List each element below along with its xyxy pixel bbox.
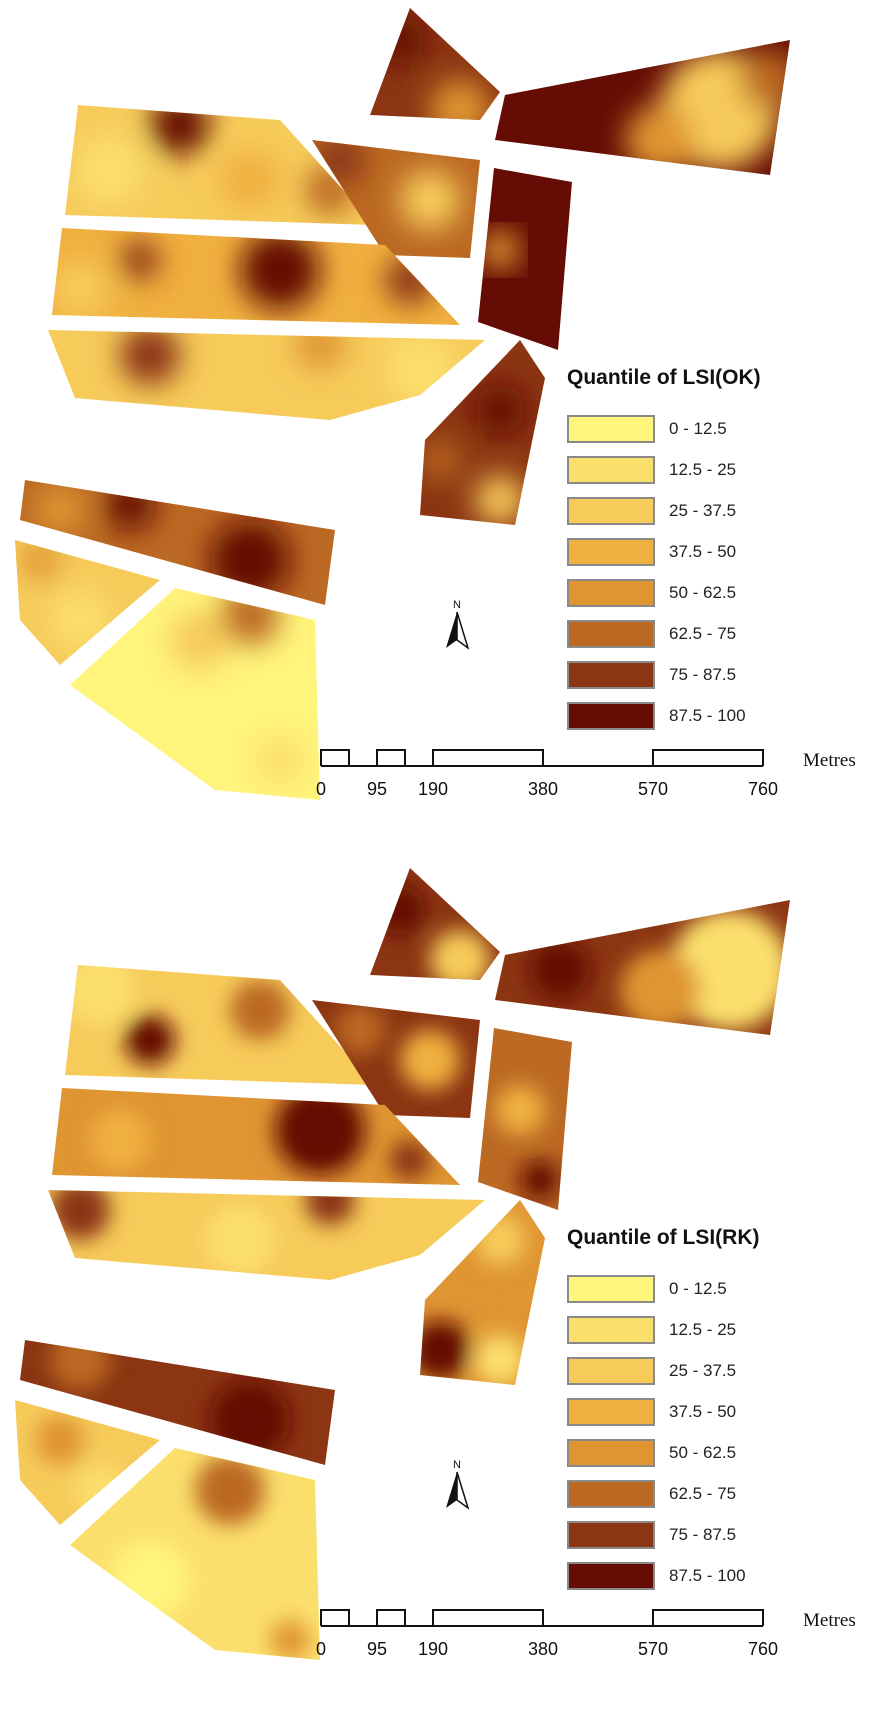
scale-unit: Metres <box>803 750 856 771</box>
lsi-rk-field-map <box>15 868 790 1660</box>
field-a <box>370 868 500 980</box>
scale-label: 190 <box>417 779 449 799</box>
scale-label: 570 <box>637 779 669 799</box>
legend-item: 75 - 87.5 <box>567 654 807 695</box>
legend-label: 62.5 - 75 <box>669 623 737 643</box>
legend-swatch <box>567 619 655 648</box>
north-arrow-icon: N <box>446 599 470 650</box>
legend-label: 62.5 - 75 <box>669 1483 737 1503</box>
legend-item: 12.5 - 25 <box>567 1309 807 1350</box>
legend-label: 12.5 - 25 <box>669 1319 737 1339</box>
legend-label: 37.5 - 50 <box>669 541 737 561</box>
legend-item: 37.5 - 50 <box>567 1391 807 1432</box>
legend-label: 0 - 12.5 <box>669 418 727 438</box>
legend: Quantile of LSI(RK) 0 - 12.5 12.5 - 25 2… <box>567 1226 807 1596</box>
legend-item: 25 - 37.5 <box>567 1350 807 1391</box>
north-label: N <box>453 599 461 611</box>
legend-item: 37.5 - 50 <box>567 531 807 572</box>
legend-item: 87.5 - 100 <box>567 1555 807 1596</box>
scale-label: 0 <box>315 1639 327 1659</box>
legend-label: 0 - 12.5 <box>669 1278 727 1298</box>
scale-label: 570 <box>637 1639 669 1659</box>
legend-swatch <box>567 537 655 566</box>
lsi-rk-map-panel: Quantile of LSI(RK) 0 - 12.5 12.5 - 25 2… <box>0 860 872 1690</box>
legend-label: 37.5 - 50 <box>669 1401 737 1421</box>
field-g <box>48 1190 485 1280</box>
legend-item: 50 - 62.5 <box>567 1432 807 1473</box>
scale-bar-graphic <box>320 1609 764 1627</box>
legend-item: 0 - 12.5 <box>567 1268 807 1309</box>
scale-label: 190 <box>417 1639 449 1659</box>
north-arrow-icon: N <box>446 1459 470 1510</box>
legend-swatch <box>567 1356 655 1385</box>
legend-item: 0 - 12.5 <box>567 408 807 449</box>
legend-label: 87.5 - 100 <box>669 705 746 725</box>
legend-item: 87.5 - 100 <box>567 695 807 736</box>
scale-label: 760 <box>747 779 779 799</box>
scale-bar-graphic <box>320 749 764 767</box>
legend-swatch <box>567 1397 655 1426</box>
legend-swatch <box>567 1561 655 1590</box>
field-f <box>52 1088 460 1185</box>
lsi-ok-map-panel: Quantile of LSI(OK) 0 - 12.5 12.5 - 25 2… <box>0 0 872 830</box>
legend-label: 87.5 - 100 <box>669 1565 746 1585</box>
legend-item: 50 - 62.5 <box>567 572 807 613</box>
field-e <box>478 168 572 350</box>
legend-swatch <box>567 660 655 689</box>
legend-swatch <box>567 414 655 443</box>
field-e <box>478 1028 572 1210</box>
legend-label: 50 - 62.5 <box>669 582 737 602</box>
legend-swatch <box>567 578 655 607</box>
legend-label: 50 - 62.5 <box>669 1442 737 1462</box>
legend-swatch <box>567 701 655 730</box>
legend-swatch <box>567 455 655 484</box>
legend-swatch <box>567 1438 655 1467</box>
legend-label: 12.5 - 25 <box>669 459 737 479</box>
legend-item: 75 - 87.5 <box>567 1514 807 1555</box>
legend: Quantile of LSI(OK) 0 - 12.5 12.5 - 25 2… <box>567 366 807 736</box>
scale-label: 95 <box>366 779 388 799</box>
north-label: N <box>453 1459 461 1471</box>
legend-item: 12.5 - 25 <box>567 449 807 490</box>
lsi-ok-field-map <box>15 8 790 800</box>
legend-swatch <box>567 1274 655 1303</box>
legend-item: 62.5 - 75 <box>567 613 807 654</box>
field-a <box>370 8 500 120</box>
legend-label: 75 - 87.5 <box>669 1524 737 1544</box>
scale-label: 380 <box>527 1639 559 1659</box>
legend-swatch <box>567 496 655 525</box>
scale-label: 0 <box>315 779 327 799</box>
legend-swatch <box>567 1315 655 1344</box>
scale-label: 95 <box>366 1639 388 1659</box>
field-g <box>48 330 485 420</box>
legend-swatch <box>567 1520 655 1549</box>
legend-label: 75 - 87.5 <box>669 664 737 684</box>
scale-bar: 0 95 190 380 570 760 Metres <box>300 746 872 806</box>
legend-title: Quantile of LSI(RK) <box>567 1226 760 1249</box>
legend-title: Quantile of LSI(OK) <box>567 366 761 389</box>
field-b <box>495 40 790 175</box>
scale-label: 760 <box>747 1639 779 1659</box>
legend-item: 25 - 37.5 <box>567 490 807 531</box>
field-b <box>495 900 790 1035</box>
legend-label: 25 - 37.5 <box>669 1360 737 1380</box>
legend-swatch <box>567 1479 655 1508</box>
legend-item: 62.5 - 75 <box>567 1473 807 1514</box>
scale-bar: 0 95 190 380 570 760 Metres <box>300 1606 872 1666</box>
legend-label: 25 - 37.5 <box>669 500 737 520</box>
scale-unit: Metres <box>803 1610 856 1631</box>
scale-label: 380 <box>527 779 559 799</box>
